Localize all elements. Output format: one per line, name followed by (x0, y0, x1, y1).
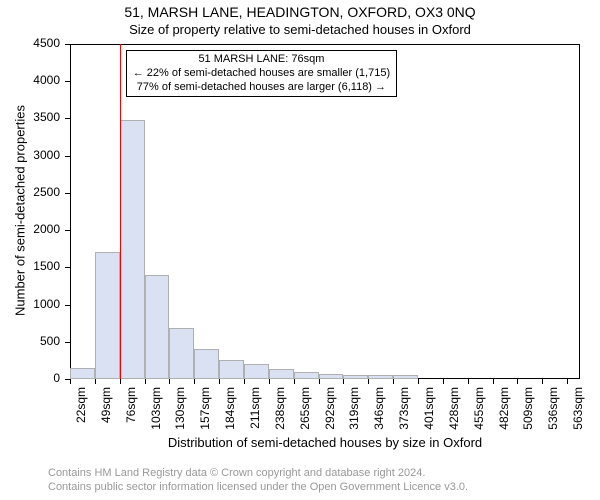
x-tick-mark (443, 379, 444, 384)
marker-line (120, 44, 121, 379)
x-tick-label: 563sqm (571, 387, 585, 437)
x-tick-mark (517, 379, 518, 384)
chart-subtitle: Size of property relative to semi-detach… (0, 22, 600, 37)
x-tick-label: 265sqm (298, 387, 312, 437)
x-tick-label: 292sqm (323, 387, 337, 437)
x-tick-label: 536sqm (546, 387, 560, 437)
x-tick-mark (244, 379, 245, 384)
info-line-2: ← 22% of semi-detached houses are smalle… (133, 67, 390, 81)
x-tick-mark (368, 379, 369, 384)
x-tick-label: 49sqm (99, 387, 113, 437)
histogram-bar (269, 369, 294, 379)
x-tick-mark (418, 379, 419, 384)
x-tick-mark (294, 379, 295, 384)
histogram-bar (70, 368, 95, 379)
y-axis-label: Number of semi-detached properties (13, 100, 28, 320)
x-tick-label: 22sqm (74, 387, 88, 437)
x-tick-mark (542, 379, 543, 384)
histogram-bar (319, 374, 344, 379)
histogram-bar (219, 360, 244, 379)
x-tick-mark (343, 379, 344, 384)
y-tick-mark (65, 342, 70, 343)
histogram-bar (169, 328, 194, 379)
y-tick-mark (65, 230, 70, 231)
x-tick-mark (493, 379, 494, 384)
y-tick-label: 2500 (0, 185, 60, 199)
x-tick-mark (169, 379, 170, 384)
x-tick-mark (468, 379, 469, 384)
x-tick-label: 482sqm (497, 387, 511, 437)
x-tick-label: 455sqm (472, 387, 486, 437)
histogram-bar (244, 364, 269, 379)
footer-line-2: Contains public sector information licen… (48, 480, 468, 494)
y-tick-mark (65, 267, 70, 268)
histogram-bar (343, 375, 368, 379)
y-tick-label: 4000 (0, 73, 60, 87)
info-box: 51 MARSH LANE: 76sqm ← 22% of semi-detac… (126, 50, 397, 97)
histogram-bar (368, 375, 393, 379)
x-tick-label: 509sqm (521, 387, 535, 437)
chart-title: 51, MARSH LANE, HEADINGTON, OXFORD, OX3 … (0, 4, 600, 20)
x-tick-label: 319sqm (347, 387, 361, 437)
y-tick-label: 4500 (0, 36, 60, 50)
y-tick-mark (65, 305, 70, 306)
x-axis-label: Distribution of semi-detached houses by … (70, 435, 580, 450)
x-tick-mark (120, 379, 121, 384)
histogram-bar (120, 120, 145, 379)
y-tick-mark (65, 118, 70, 119)
y-tick-mark (65, 156, 70, 157)
y-tick-mark (65, 44, 70, 45)
x-tick-mark (70, 379, 71, 384)
y-tick-label: 3500 (0, 110, 60, 124)
x-tick-label: 76sqm (124, 387, 138, 437)
x-tick-label: 130sqm (173, 387, 187, 437)
y-tick-mark (65, 81, 70, 82)
x-tick-label: 346sqm (372, 387, 386, 437)
y-tick-label: 3000 (0, 148, 60, 162)
x-tick-mark (567, 379, 568, 384)
x-tick-label: 103sqm (149, 387, 163, 437)
y-tick-mark (65, 193, 70, 194)
y-tick-label: 1000 (0, 297, 60, 311)
x-tick-mark (269, 379, 270, 384)
info-line-3: 77% of semi-detached houses are larger (… (133, 81, 390, 95)
footer-line-1: Contains HM Land Registry data © Crown c… (48, 466, 468, 480)
x-tick-mark (95, 379, 96, 384)
x-tick-label: 373sqm (397, 387, 411, 437)
x-tick-label: 184sqm (223, 387, 237, 437)
x-tick-label: 157sqm (198, 387, 212, 437)
histogram-bar (294, 372, 319, 379)
y-tick-label: 500 (0, 334, 60, 348)
footer: Contains HM Land Registry data © Crown c… (48, 466, 468, 495)
y-tick-label: 0 (0, 371, 60, 385)
x-tick-mark (219, 379, 220, 384)
x-tick-mark (319, 379, 320, 384)
x-tick-label: 211sqm (248, 387, 262, 437)
info-line-1: 51 MARSH LANE: 76sqm (133, 53, 390, 67)
x-tick-mark (145, 379, 146, 384)
x-tick-label: 238sqm (273, 387, 287, 437)
histogram-bar (145, 275, 170, 379)
y-tick-label: 2000 (0, 222, 60, 236)
histogram-bar (95, 252, 120, 379)
x-tick-mark (194, 379, 195, 384)
y-tick-label: 1500 (0, 259, 60, 273)
x-tick-label: 401sqm (422, 387, 436, 437)
x-tick-mark (393, 379, 394, 384)
x-tick-label: 428sqm (447, 387, 461, 437)
histogram-bar (393, 375, 418, 379)
histogram-bar (194, 349, 219, 379)
